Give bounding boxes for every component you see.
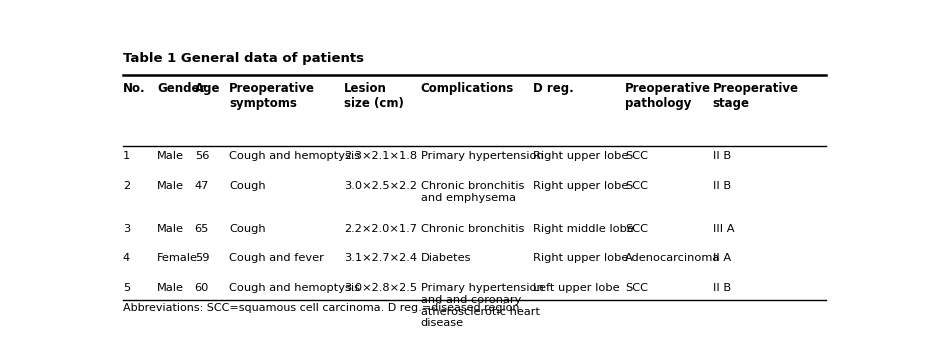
Text: Right middle lobe: Right middle lobe <box>533 224 634 234</box>
Text: Preoperative
stage: Preoperative stage <box>713 82 799 109</box>
Text: D reg.: D reg. <box>533 82 574 95</box>
Text: 56: 56 <box>194 151 209 161</box>
Text: 5: 5 <box>123 283 131 294</box>
Text: Female: Female <box>157 253 198 263</box>
Text: Abbreviations: SCC=squamous cell carcinoma. D reg.=diseased region: Abbreviations: SCC=squamous cell carcino… <box>123 303 519 313</box>
Text: Adenocarcinoma: Adenocarcinoma <box>625 253 720 263</box>
Text: Cough and hemoptysis: Cough and hemoptysis <box>229 283 360 294</box>
Text: Cough and hemoptysis: Cough and hemoptysis <box>229 151 360 161</box>
Text: Gender: Gender <box>157 82 206 95</box>
Text: Cough: Cough <box>229 181 266 191</box>
Text: 3.0×2.8×2.5: 3.0×2.8×2.5 <box>344 283 417 294</box>
Text: 2.3×2.1×1.8: 2.3×2.1×1.8 <box>344 151 417 161</box>
Text: SCC: SCC <box>625 151 648 161</box>
Text: SCC: SCC <box>625 181 648 191</box>
Text: Preoperative
pathology: Preoperative pathology <box>625 82 711 109</box>
Text: Preoperative
symptoms: Preoperative symptoms <box>229 82 315 109</box>
Text: Male: Male <box>157 224 184 234</box>
Text: III A: III A <box>713 224 734 234</box>
Text: Male: Male <box>157 151 184 161</box>
Text: 59: 59 <box>194 253 209 263</box>
Text: Right upper lobe: Right upper lobe <box>533 151 629 161</box>
Text: 3.0×2.5×2.2: 3.0×2.5×2.2 <box>344 181 417 191</box>
Text: 3: 3 <box>123 224 131 234</box>
Text: SCC: SCC <box>625 283 648 294</box>
Text: 4: 4 <box>123 253 130 263</box>
Text: 65: 65 <box>194 224 209 234</box>
Text: Cough and fever: Cough and fever <box>229 253 324 263</box>
Text: Chronic bronchitis: Chronic bronchitis <box>420 224 524 234</box>
Text: No.: No. <box>123 82 145 95</box>
Text: 3.1×2.7×2.4: 3.1×2.7×2.4 <box>344 253 417 263</box>
Text: Male: Male <box>157 283 184 294</box>
Text: II B: II B <box>713 151 731 161</box>
Text: Lesion
size (cm): Lesion size (cm) <box>344 82 404 109</box>
Text: II B: II B <box>713 283 731 294</box>
Text: 2: 2 <box>123 181 130 191</box>
Text: Complications: Complications <box>420 82 514 95</box>
Text: Left upper lobe: Left upper lobe <box>533 283 620 294</box>
Text: II B: II B <box>713 181 731 191</box>
Text: 60: 60 <box>194 283 209 294</box>
Text: SCC: SCC <box>625 224 648 234</box>
Text: Chronic bronchitis
and emphysema: Chronic bronchitis and emphysema <box>420 181 524 203</box>
Text: 47: 47 <box>194 181 209 191</box>
Text: Age: Age <box>194 82 220 95</box>
Text: II A: II A <box>713 253 731 263</box>
Text: Right upper lobe: Right upper lobe <box>533 181 629 191</box>
Text: Male: Male <box>157 181 184 191</box>
Text: 2.2×2.0×1.7: 2.2×2.0×1.7 <box>344 224 417 234</box>
Text: Primary hypertension
and and coronary
atherosclerotic heart
disease: Primary hypertension and and coronary at… <box>420 283 544 328</box>
Text: Primary hypertension: Primary hypertension <box>420 151 544 161</box>
Text: 1: 1 <box>123 151 131 161</box>
Text: Right upper lobe: Right upper lobe <box>533 253 629 263</box>
Text: Table 1 General data of patients: Table 1 General data of patients <box>123 52 364 65</box>
Text: Cough: Cough <box>229 224 266 234</box>
Text: Diabetes: Diabetes <box>420 253 471 263</box>
